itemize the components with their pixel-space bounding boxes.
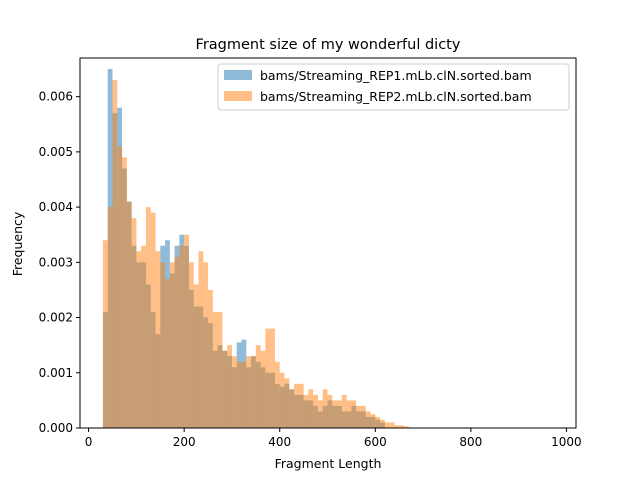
y-tick-label: 0.002 (39, 311, 73, 325)
legend-swatch-rep2 (224, 91, 252, 101)
bar-rep2 (131, 218, 137, 428)
bar-rep2 (188, 262, 194, 428)
bar-rep2 (341, 394, 347, 428)
bar-rep2 (155, 251, 161, 428)
bar-rep2 (117, 146, 123, 429)
bar-rep2 (389, 422, 395, 428)
bar-rep2 (356, 405, 361, 428)
bar-rep2 (102, 240, 108, 428)
bar-rep2 (208, 289, 213, 428)
x-tick-label: 600 (364, 435, 387, 449)
y-tick-label: 0.003 (39, 255, 73, 269)
bar-rep2 (399, 425, 404, 428)
bar-rep2 (279, 372, 285, 428)
bar-rep2 (241, 361, 247, 428)
bar-rep2 (260, 350, 266, 428)
bar-rep2 (136, 251, 142, 428)
y-tick-label: 0.000 (39, 421, 73, 435)
x-tick-label: 0 (85, 435, 93, 449)
bar-rep2 (270, 328, 275, 428)
bar-rep2 (141, 245, 146, 428)
bar-rep2 (150, 212, 156, 428)
bar-rep2 (298, 383, 304, 428)
bars-layer (102, 69, 409, 429)
plot-frame (79, 57, 577, 429)
y-tick-label: 0.005 (39, 145, 73, 159)
bar-rep2 (112, 80, 118, 428)
bar-rep2 (255, 345, 261, 428)
bar-rep2 (217, 312, 223, 428)
bar-rep2 (160, 262, 166, 428)
bar-rep2 (303, 394, 309, 428)
bar-rep2 (145, 207, 151, 428)
bar-rep2 (294, 383, 299, 428)
bar-rep2 (351, 400, 357, 428)
bar-rep2 (394, 425, 400, 428)
bar-rep2 (179, 245, 185, 428)
legend: bams/Streaming_REP1.mLb.clN.sorted.bam b… (217, 63, 570, 111)
bar-rep2 (360, 405, 366, 428)
bar-rep2 (365, 411, 371, 428)
axes-layer: 0 200 400 600 800 1000 0.000 0.001 0.002 0.003 0.0… (39, 57, 582, 449)
bar-rep2 (236, 361, 242, 428)
bar-rep2 (107, 207, 113, 428)
x-tick-label: 800 (459, 435, 482, 449)
bar-rep2 (327, 394, 333, 428)
bar-rep2 (122, 157, 127, 428)
bar-rep2 (403, 426, 409, 428)
x-axis-label: Fragment Length (275, 456, 382, 471)
x-tick-label: 400 (268, 435, 291, 449)
bar-rep2 (332, 400, 338, 428)
legend-label-rep1: bams/Streaming_REP1.mLb.clN.sorted.bam (260, 68, 532, 83)
bar-rep2 (212, 312, 218, 428)
series-rep2 (102, 80, 409, 429)
chart-title: Fragment size of my wonderful dicty (196, 37, 461, 53)
bar-rep2 (165, 278, 170, 428)
bar-rep2 (126, 201, 132, 428)
bar-rep2 (370, 414, 376, 428)
y-tick-label: 0.004 (39, 200, 73, 214)
bar-rep2 (227, 345, 232, 428)
bar-rep2 (246, 356, 252, 428)
bar-rep2 (317, 400, 323, 428)
y-tick-label: 0.001 (39, 366, 73, 380)
x-tick-label: 200 (173, 435, 196, 449)
legend-frame (217, 63, 570, 111)
bar-rep2 (384, 422, 390, 428)
bar-rep2 (198, 251, 204, 428)
bar-rep2 (313, 394, 318, 428)
x-tick-label: 1000 (551, 435, 582, 449)
bar-rep2 (284, 378, 290, 428)
bar-rep2 (322, 389, 328, 428)
legend-label-rep2: bams/Streaming_REP2.mLb.clN.sorted.bam (260, 89, 532, 104)
bar-rep2 (184, 234, 189, 428)
bar-rep2 (308, 389, 314, 428)
legend-swatch-rep1 (224, 70, 252, 80)
bar-rep2 (289, 389, 295, 428)
bar-rep2 (251, 356, 256, 428)
bar-rep2 (265, 328, 271, 428)
bar-rep2 (203, 262, 209, 428)
bar-rep2 (346, 400, 352, 428)
bar-rep2 (222, 350, 228, 428)
bar-rep2 (169, 262, 175, 428)
bar-rep2 (174, 256, 180, 428)
y-tick-label: 0.006 (39, 90, 73, 104)
bar-rep2 (380, 419, 385, 428)
y-axis-label: Frequency (10, 211, 25, 276)
bar-rep2 (193, 284, 199, 428)
bar-rep2 (375, 416, 381, 428)
bar-rep2 (231, 356, 237, 428)
bar-rep2 (337, 400, 342, 428)
bar-rep2 (274, 361, 280, 428)
